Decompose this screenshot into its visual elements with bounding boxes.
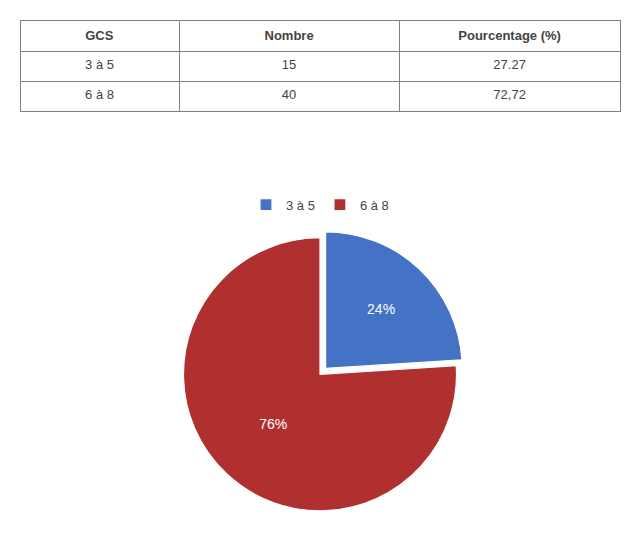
svg-text:40: 40 bbox=[282, 87, 296, 102]
svg-text:3 à 5: 3 à 5 bbox=[85, 57, 114, 72]
svg-text:Pourcentage (%): Pourcentage (%) bbox=[458, 28, 561, 43]
svg-text:27.27: 27.27 bbox=[493, 57, 526, 72]
svg-text:72,72: 72,72 bbox=[493, 87, 526, 102]
svg-text:6 à 8: 6 à 8 bbox=[85, 87, 114, 102]
svg-text:24%: 24% bbox=[367, 301, 395, 317]
svg-text:GCS: GCS bbox=[85, 28, 114, 43]
svg-text:3 à 5: 3 à 5 bbox=[286, 198, 315, 213]
svg-text:15: 15 bbox=[282, 57, 296, 72]
svg-text:Nombre: Nombre bbox=[265, 28, 314, 43]
svg-text:6 à 8: 6 à 8 bbox=[360, 198, 389, 213]
svg-text:76%: 76% bbox=[259, 416, 287, 432]
